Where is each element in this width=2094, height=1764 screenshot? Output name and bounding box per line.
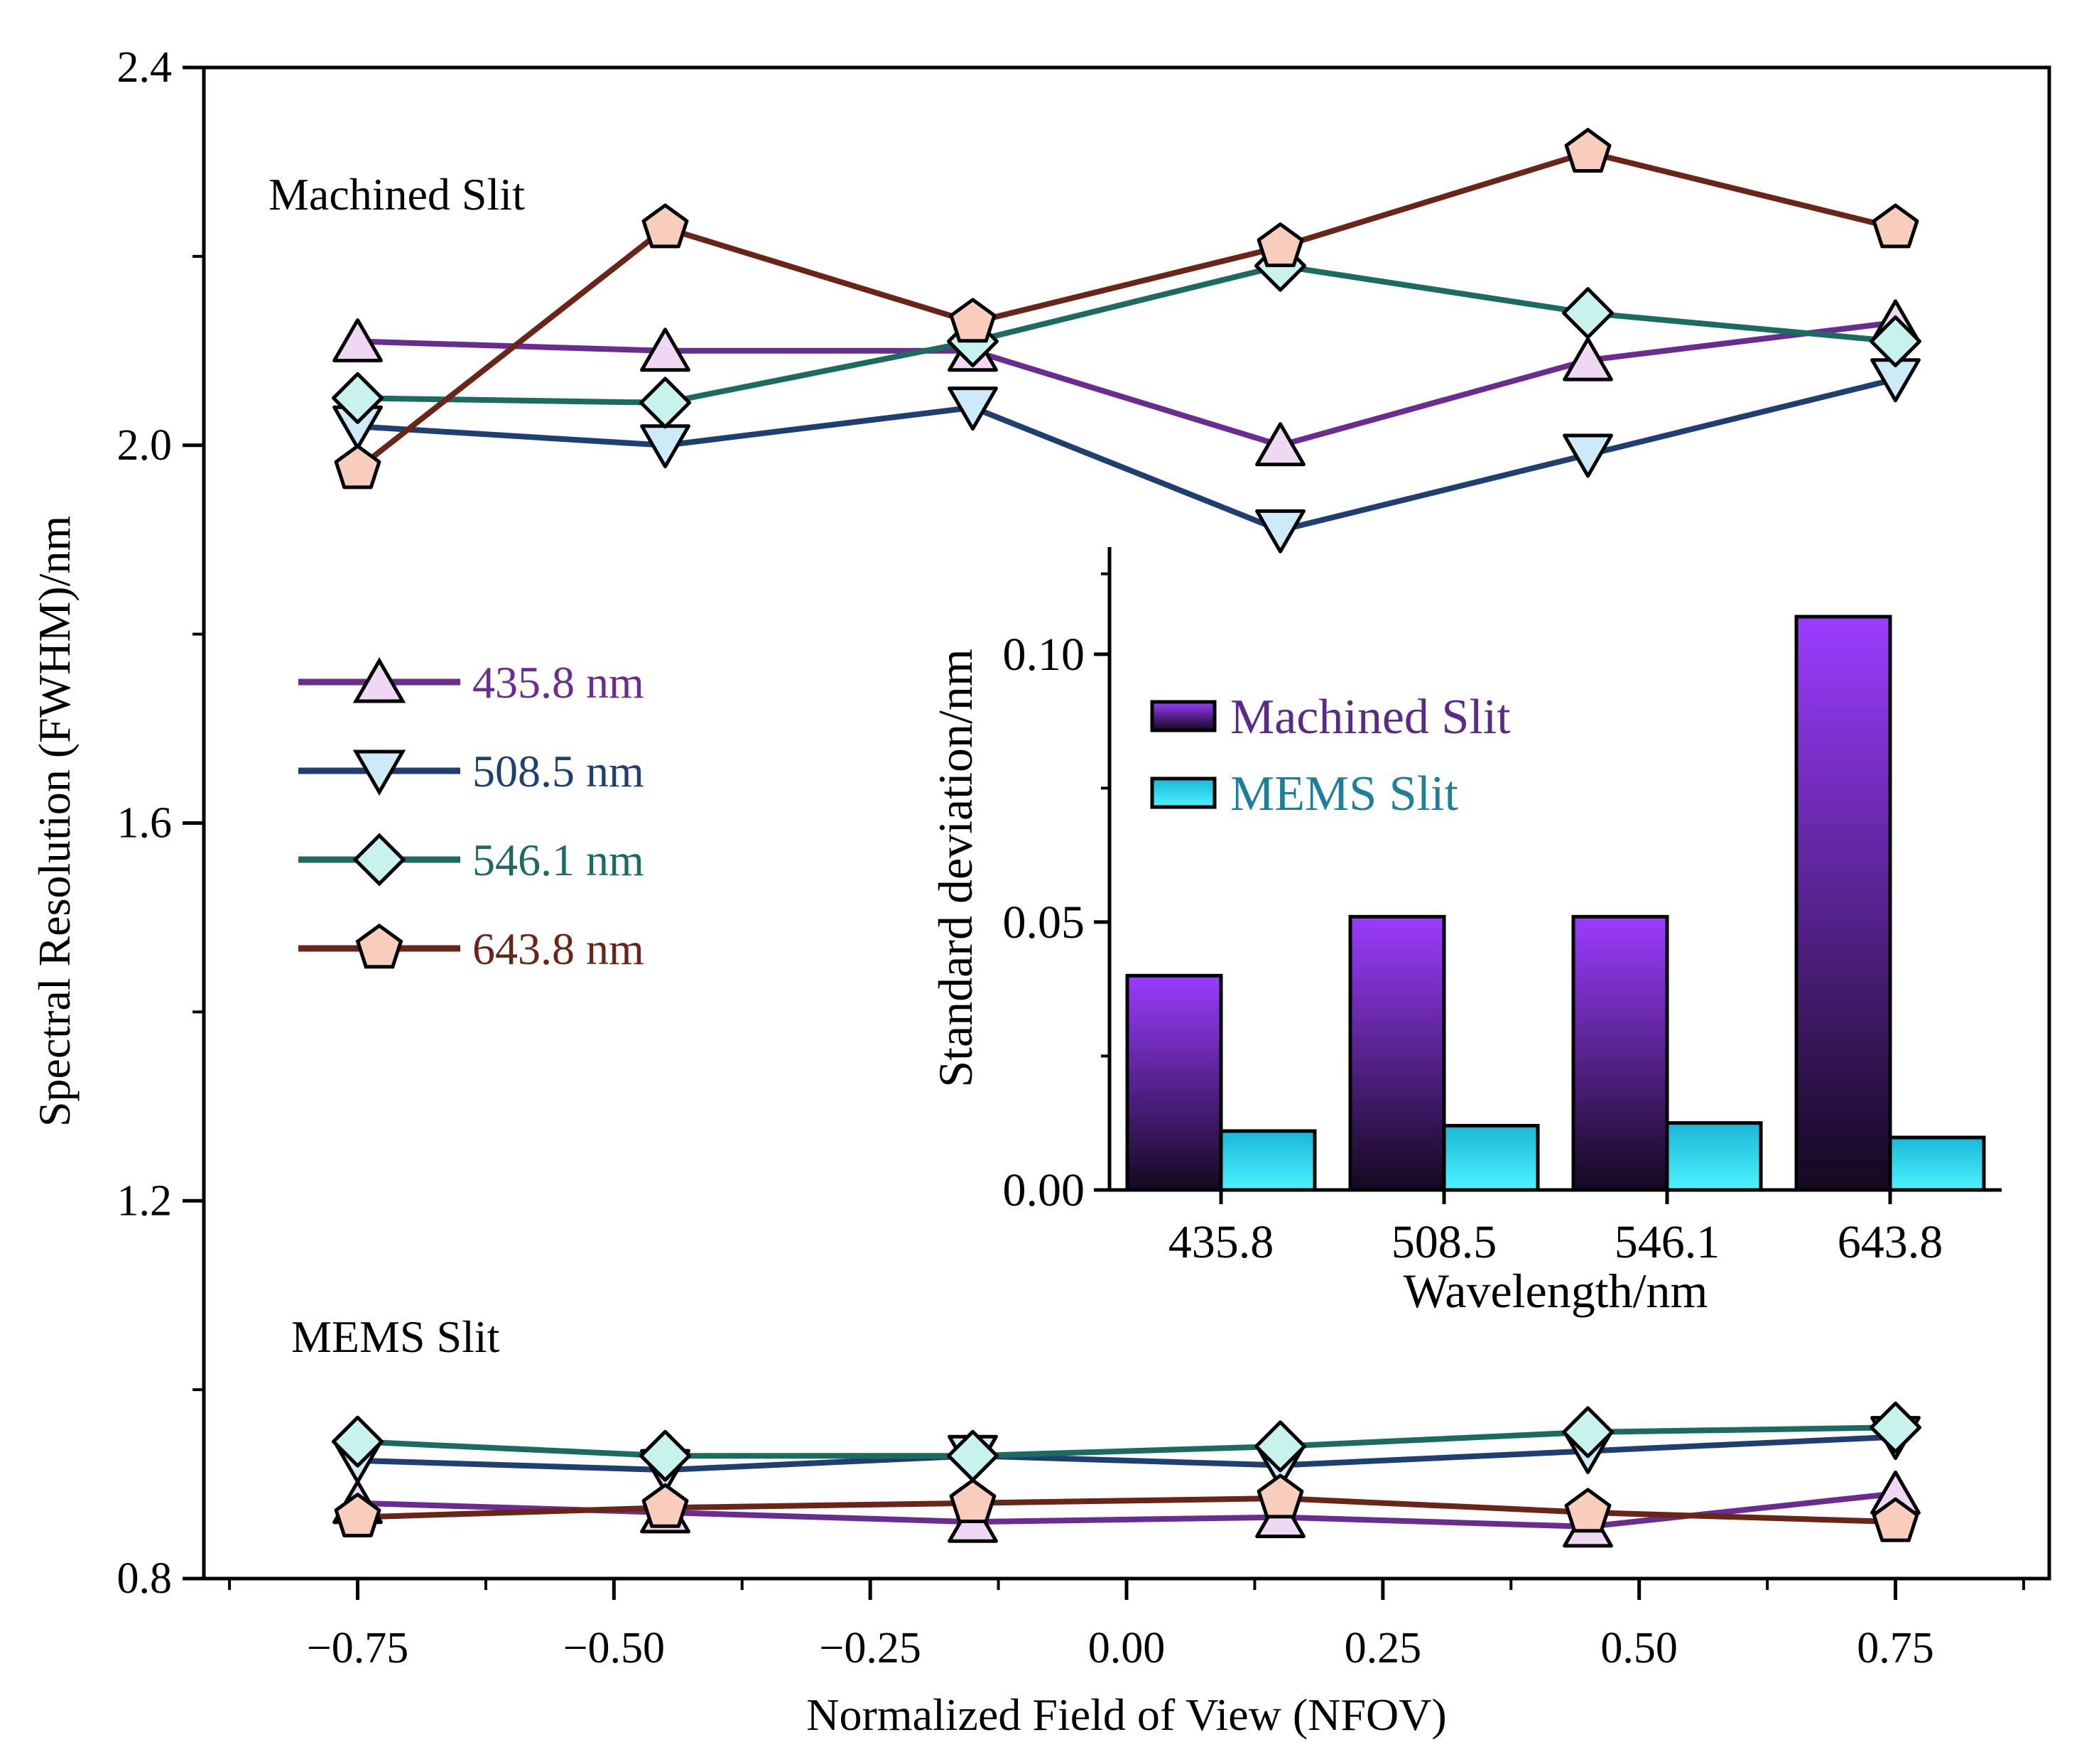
data-point-pentagon (1257, 1473, 1304, 1519)
inset-y-tick-label: 0.10 (1003, 629, 1085, 681)
y-tick-label: 0.8 (117, 1554, 173, 1603)
y-tick-label: 1.6 (117, 799, 173, 848)
inset-y-axis-label: Standard deviation/nm (928, 649, 982, 1088)
data-point-pentagon (334, 1493, 381, 1537)
data-point-diamond (1562, 287, 1614, 340)
legend-marker-diamond (352, 833, 406, 887)
inset-y-tick-label: 0.05 (1003, 897, 1085, 948)
y-tick-label: 2.0 (117, 421, 173, 470)
x-tick-label: 0.75 (1857, 1624, 1934, 1672)
inset-y-tick-label: 0.00 (1003, 1164, 1085, 1216)
data-point-diamond (332, 372, 384, 424)
legend-label: 546.1 nm (472, 835, 644, 885)
data-point-pentagon (1872, 1497, 1919, 1542)
x-tick-label: 0.50 (1600, 1624, 1678, 1672)
data-point-pentagon (1872, 203, 1919, 249)
inset-legend-label: MEMS Slit (1230, 767, 1458, 821)
data-point-diamond (1254, 1420, 1306, 1473)
inset-x-tick-label: 508.5 (1392, 1216, 1497, 1268)
series-line-machined (357, 263, 1896, 406)
data-point-diamond (1562, 1406, 1614, 1459)
inset-x-axis-label: Wavelength/nm (1404, 1264, 1708, 1318)
legend-label: 643.8 nm (472, 924, 644, 974)
bar-machined-slit (1125, 973, 1223, 1192)
group-label-machined: Machined Slit (268, 169, 525, 220)
data-point-pentagon (641, 203, 689, 249)
bar-machined-slit (1348, 914, 1446, 1192)
inset-legend-swatch (1150, 700, 1217, 732)
bar-mems-slit (1665, 1121, 1763, 1192)
group-label-mems: MEMS Slit (291, 1311, 500, 1362)
series-line-machined (356, 149, 1897, 472)
series-line-mems (357, 1495, 1896, 1525)
inset-plot: 0.00 0.05 0.10 435.8 508.5 546.1 643.8 Waveleng… (928, 547, 2002, 1318)
x-tick-label: 0.00 (1088, 1624, 1166, 1672)
legend-marker-triangle-up (352, 656, 406, 703)
x-tick-label: 0.25 (1345, 1624, 1422, 1672)
data-point-pentagon (949, 298, 997, 343)
y-tick-label: 1.2 (117, 1176, 173, 1225)
inset-x-tick-label: 546.1 (1615, 1216, 1720, 1268)
legend-marker-pentagon (355, 923, 403, 969)
data-point-pentagon (641, 1483, 689, 1528)
main-plot: 0.8 1.2 1.6 2.0 2.4 −0.75 −0.50 −0.25 0.00 0.25 0.… (29, 43, 2051, 1740)
data-point-diamond (332, 1415, 384, 1468)
data-point-diamond (1870, 315, 1921, 367)
data-point-pentagon (1564, 128, 1612, 173)
data-point-triangle-down (1255, 509, 1306, 553)
x-tick-label: −0.50 (563, 1624, 665, 1672)
y-axis-label: Spectral Resolution (FWHM)/nm (29, 516, 80, 1127)
bar-machined-slit (1794, 615, 1892, 1192)
inset-x-tick-label: 643.8 (1838, 1216, 1943, 1268)
data-point-pentagon (949, 1478, 997, 1523)
data-point-diamond (639, 1429, 691, 1482)
legend-label: 435.8 nm (472, 657, 644, 708)
inset-legend-swatch (1150, 777, 1217, 809)
inset-x-tick-label: 435.8 (1168, 1216, 1274, 1268)
data-point-triangle-down (1563, 433, 1613, 478)
legend-marker-triangle-down (352, 750, 406, 796)
x-axis-label: Normalized Field of View (NFOV) (806, 1689, 1446, 1740)
x-tick-label: −0.75 (307, 1624, 408, 1672)
data-point-triangle-up (1255, 422, 1306, 467)
data-point-diamond (639, 377, 691, 429)
inset-legend-label: Machined Slit (1230, 690, 1511, 745)
bar-machined-slit (1571, 914, 1669, 1192)
data-point-triangle-up (1563, 337, 1613, 382)
series-line-machined (357, 319, 1896, 448)
data-point-triangle-up (332, 318, 383, 362)
legend-label: 508.5 nm (472, 746, 644, 796)
data-point-pentagon (1564, 1488, 1612, 1533)
data-point-pentagon (334, 444, 381, 489)
series-line-mems (357, 1424, 1896, 1459)
series-line-mems (357, 1434, 1896, 1473)
data-point-diamond (1870, 1401, 1921, 1454)
y-tick-label: 2.4 (117, 43, 173, 92)
data-point-triangle-up (640, 328, 690, 372)
bar-mems-slit (1219, 1129, 1317, 1192)
series-line-machined (357, 376, 1897, 534)
x-tick-label: −0.25 (819, 1624, 921, 1672)
bar-mems-slit (1888, 1135, 1986, 1192)
data-point-triangle-down (948, 386, 998, 431)
bar-mems-slit (1442, 1124, 1540, 1192)
data-point-pentagon (1257, 222, 1304, 267)
